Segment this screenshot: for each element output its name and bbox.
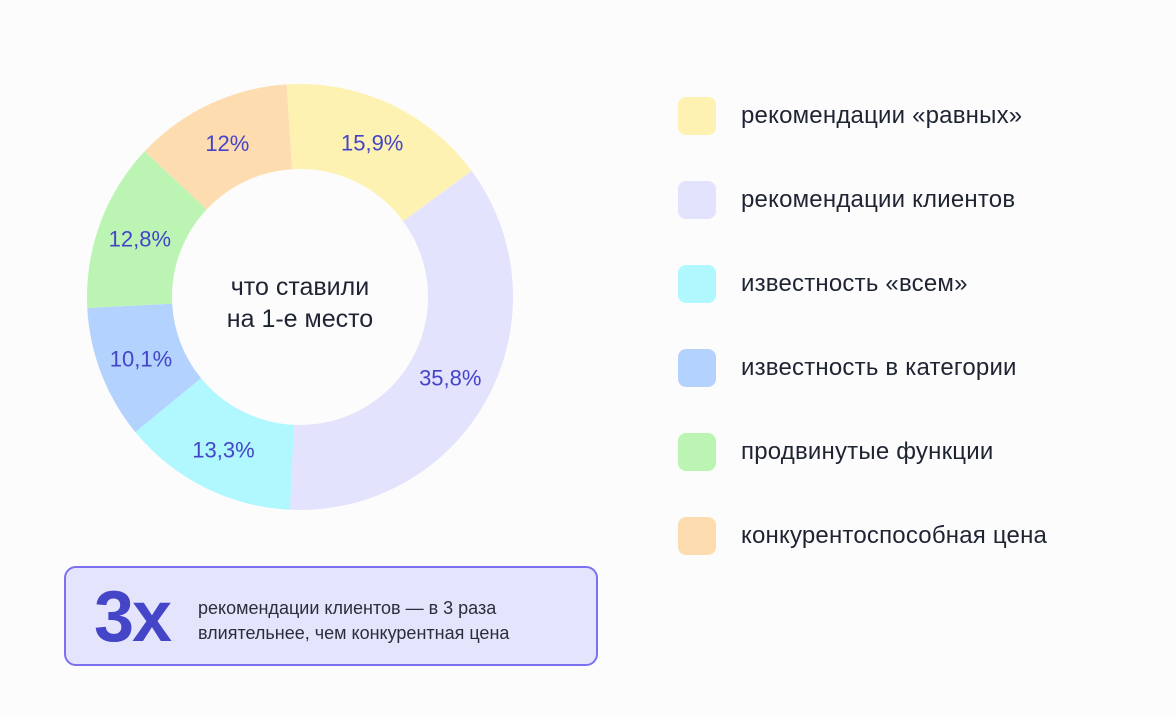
legend-item: известность «всем»	[678, 264, 1047, 304]
slice-value-label: 35,8%	[419, 366, 481, 391]
slice-value-label: 13,3%	[192, 437, 254, 462]
center-label: что ставили	[231, 273, 369, 301]
legend-item: конкурентоспособная цена	[678, 516, 1047, 556]
legend-label: продвинутые функции	[741, 438, 994, 465]
slice-value-label: 12,8%	[109, 226, 171, 251]
slice-value-label: 15,9%	[341, 131, 403, 156]
legend-swatch	[678, 517, 716, 555]
legend-label: рекомендации клиентов	[741, 186, 1016, 213]
donut-slice	[87, 303, 202, 433]
legend-item: рекомендации «равных»	[678, 96, 1047, 136]
legend-swatch	[678, 433, 716, 471]
legend-label: рекомендации «равных»	[741, 102, 1023, 129]
legend-swatch	[678, 349, 716, 387]
callout-line-2: влиятельнее, чем конкурентная цена	[198, 623, 510, 643]
center-label: на 1-е место	[227, 305, 373, 333]
slice-value-label: 12%	[205, 131, 249, 156]
legend-label: известность в категории	[741, 354, 1017, 381]
donut-slice	[286, 83, 472, 222]
donut-slice	[289, 170, 513, 510]
legend-swatch	[678, 265, 716, 303]
callout-line-1: рекомендации клиентов — в 3 раза	[198, 598, 497, 618]
donut-slice	[86, 151, 207, 309]
callout-multiplier: 3x	[94, 577, 172, 657]
legend-swatch	[678, 181, 716, 219]
legend: рекомендации «равных» рекомендации клиент…	[678, 96, 1047, 600]
donut-slice	[144, 84, 292, 210]
legend-swatch	[678, 97, 716, 135]
slice-value-label: 10,1%	[110, 347, 172, 372]
legend-item: известность в категории	[678, 348, 1047, 388]
callout-box: 3x рекомендации клиентов — в 3 раза влия…	[64, 566, 598, 666]
legend-label: известность «всем»	[741, 270, 968, 297]
legend-label: конкурентоспособная цена	[741, 522, 1048, 549]
donut-chart: 15,9% 35,8% 13,3% 10,1% 12,8% 12% что ставили н…	[86, 83, 513, 510]
legend-item: продвинутые функции	[678, 432, 1047, 472]
legend-item: рекомендации клиентов	[678, 180, 1047, 220]
donut-slice	[135, 378, 294, 510]
callout-text: рекомендации клиентов — в 3 раза влиятел…	[198, 596, 509, 646]
